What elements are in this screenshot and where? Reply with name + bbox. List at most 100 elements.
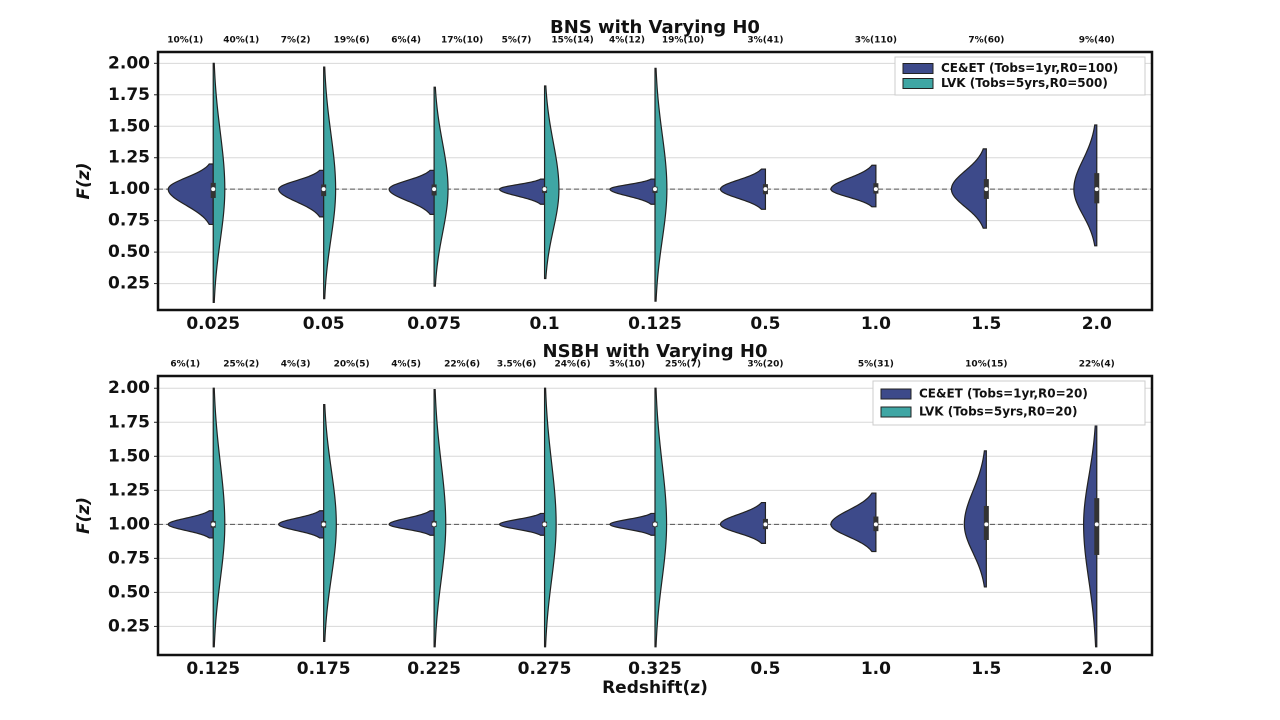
legend-box bbox=[894, 56, 1146, 96]
x-tick-label: 0.325 bbox=[628, 659, 682, 679]
y-tick-label: 0.75 bbox=[108, 548, 150, 568]
violin bbox=[1083, 418, 1098, 648]
y-tick-label: 1.25 bbox=[108, 148, 150, 168]
median-dot bbox=[432, 187, 437, 192]
annotation: 6%(4) bbox=[391, 36, 421, 46]
x-tick-label: 0.5 bbox=[750, 659, 780, 679]
x-tick-label: 0.5 bbox=[750, 314, 780, 334]
chart-title: NSBH with Varying H0 bbox=[543, 341, 768, 362]
y-tick-label: 0.50 bbox=[108, 242, 150, 262]
median-dot bbox=[1094, 522, 1099, 527]
violin bbox=[212, 387, 226, 648]
x-tick-label: 2.0 bbox=[1082, 659, 1112, 679]
annotation: 40%(1) bbox=[223, 36, 259, 46]
median-dot bbox=[211, 187, 216, 192]
violin bbox=[323, 66, 337, 300]
annotation: 3%(41) bbox=[747, 36, 783, 46]
legend-label: LVK (Tobs=5yrs,R0=20) bbox=[919, 405, 1077, 419]
median-dot bbox=[542, 187, 547, 192]
annotation: 19%(10) bbox=[662, 36, 704, 46]
annotation: 3.5%(6) bbox=[497, 360, 536, 370]
violin bbox=[433, 86, 449, 287]
annotation: 25%(7) bbox=[665, 360, 701, 370]
y-tick-label: 1.50 bbox=[108, 116, 150, 136]
violin bbox=[388, 510, 435, 536]
x-tick-label: 0.125 bbox=[186, 659, 240, 679]
median-dot bbox=[432, 522, 437, 527]
y-axis-label: F(z) bbox=[74, 162, 94, 199]
y-tick-label: 0.25 bbox=[108, 616, 150, 636]
median-dot bbox=[1094, 187, 1099, 192]
annotation: 24%(6) bbox=[555, 360, 591, 370]
annotation: 4%(12) bbox=[609, 36, 645, 46]
median-dot bbox=[653, 522, 657, 527]
legend-label: LVK (Tobs=5yrs,R0=500) bbox=[941, 76, 1108, 90]
violin bbox=[963, 450, 987, 588]
annotation: 9%(40) bbox=[1079, 36, 1115, 46]
annotation: 3%(20) bbox=[747, 360, 783, 370]
annotation: 5%(31) bbox=[858, 360, 894, 370]
violin bbox=[830, 492, 877, 553]
x-tick-label: 0.025 bbox=[186, 314, 240, 334]
violin bbox=[388, 169, 435, 215]
plot-frame bbox=[156, 50, 1154, 312]
y-tick-label: 1.75 bbox=[108, 85, 150, 105]
legend-swatch bbox=[902, 63, 934, 74]
annotation: 3%(10) bbox=[609, 360, 645, 370]
x-tick-label: 0.275 bbox=[518, 659, 572, 679]
violin bbox=[950, 148, 987, 229]
x-tick-label: 1.0 bbox=[861, 314, 891, 334]
y-tick-label: 1.25 bbox=[108, 480, 150, 500]
annotation: 20%(5) bbox=[334, 360, 370, 370]
violin bbox=[543, 387, 557, 648]
violin bbox=[498, 178, 546, 205]
chart-title: BNS with Varying H0 bbox=[550, 17, 760, 38]
y-axis-label: F(z) bbox=[74, 497, 94, 534]
y-tick-label: 1.00 bbox=[108, 179, 150, 199]
annotation: 25%(2) bbox=[223, 360, 259, 370]
y-tick-label: 0.75 bbox=[108, 211, 150, 231]
y-tick-label: 0.50 bbox=[108, 582, 150, 602]
x-tick-label: 1.5 bbox=[971, 314, 1001, 334]
violin bbox=[719, 501, 767, 544]
violin bbox=[609, 512, 656, 536]
annotation: 7%(2) bbox=[281, 36, 311, 46]
annotation: 17%(10) bbox=[441, 36, 483, 46]
y-tick-label: 0.25 bbox=[108, 274, 150, 294]
violin bbox=[212, 62, 226, 304]
annotation: 4%(5) bbox=[391, 360, 421, 370]
median-dot bbox=[321, 187, 326, 192]
violin bbox=[654, 387, 668, 648]
legend-swatch bbox=[902, 78, 934, 89]
violin bbox=[433, 389, 447, 648]
x-tick-label: 0.075 bbox=[407, 314, 461, 334]
violin bbox=[719, 168, 767, 210]
x-tick-label: 0.225 bbox=[407, 659, 461, 679]
y-tick-label: 1.75 bbox=[108, 412, 150, 432]
violin bbox=[323, 403, 337, 642]
annotation: 19%(6) bbox=[334, 36, 370, 46]
annotation: 6%(1) bbox=[170, 360, 200, 370]
legend-box bbox=[872, 380, 1146, 426]
x-tick-label: 0.05 bbox=[303, 314, 345, 334]
median-dot bbox=[321, 522, 326, 527]
annotation: 10%(15) bbox=[965, 360, 1007, 370]
annotation: 5%(7) bbox=[502, 36, 532, 46]
x-tick-label: 0.1 bbox=[529, 314, 559, 334]
x-tick-label: 0.125 bbox=[628, 314, 682, 334]
median-dot bbox=[873, 522, 878, 527]
y-tick-label: 2.00 bbox=[108, 53, 150, 73]
y-tick-label: 2.00 bbox=[108, 378, 150, 398]
median-dot bbox=[763, 187, 768, 192]
annotation: 10%(1) bbox=[167, 36, 203, 46]
violin bbox=[654, 67, 668, 302]
median-dot bbox=[873, 187, 878, 192]
annotation: 22%(4) bbox=[1079, 360, 1115, 370]
violin bbox=[543, 85, 560, 280]
annotation: 4%(3) bbox=[281, 360, 311, 370]
x-tick-label: 2.0 bbox=[1082, 314, 1112, 334]
legend-swatch bbox=[880, 406, 912, 418]
median-dot bbox=[984, 187, 989, 192]
violin bbox=[830, 164, 877, 208]
